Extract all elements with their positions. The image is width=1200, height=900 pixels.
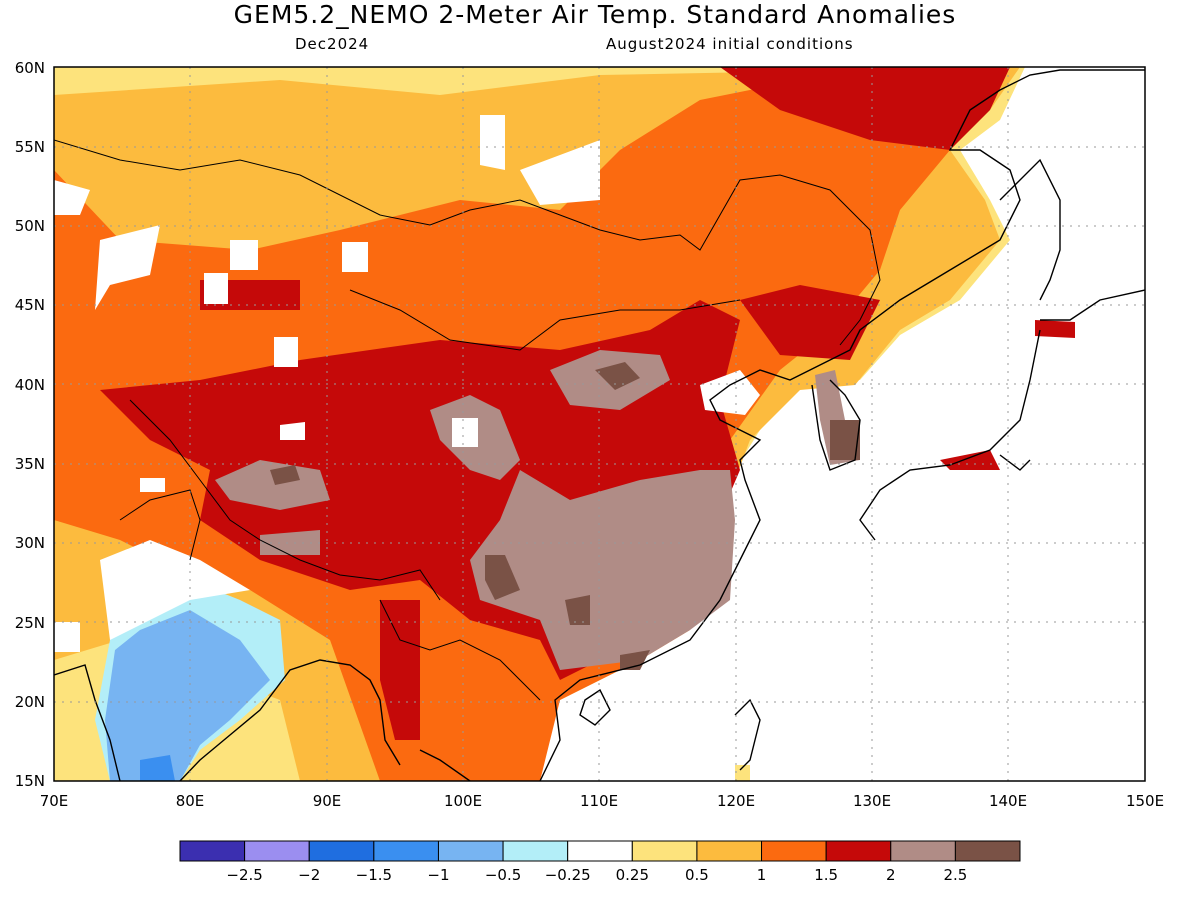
colorbar-swatch [502, 840, 569, 862]
colorbar-swatch [631, 840, 698, 862]
lat-label: 35N [15, 455, 45, 473]
colorbar-swatch [954, 840, 1021, 862]
lon-label: 90E [313, 792, 342, 810]
colorbar-tick-label: 2 [886, 866, 896, 884]
lat-label: 50N [15, 217, 45, 235]
initial-conditions-label: August2024 initial conditions [606, 35, 854, 53]
graticule [54, 67, 1145, 781]
colorbar-tick-label: −0.25 [545, 866, 591, 884]
lon-label: 150E [1126, 792, 1164, 810]
lat-label: 15N [15, 772, 45, 790]
lat-label: 55N [15, 138, 45, 156]
colorbar-tick-label: −0.5 [485, 866, 521, 884]
lat-label: 60N [15, 59, 45, 77]
lat-label: 40N [15, 376, 45, 394]
forecast-month: Dec2024 [295, 35, 370, 53]
country-borders [54, 139, 881, 701]
lat-label: 30N [15, 534, 45, 552]
lat-label: 20N [15, 693, 45, 711]
colorbar-tick-label: 1.5 [814, 866, 838, 884]
lat-label: 45N [15, 296, 45, 314]
colorbar-tick-label: −1 [427, 866, 449, 884]
colorbar-swatch [825, 840, 892, 862]
colorbar-tick-label: 0.25 [616, 866, 649, 884]
lon-label: 70E [40, 792, 69, 810]
lon-label: 80E [176, 792, 205, 810]
lon-label: 130E [853, 792, 891, 810]
lon-label: 140E [989, 792, 1027, 810]
latitude-labels: 60N 55N 50N 45N 40N 35N 30N 25N 20N 15N [15, 59, 45, 790]
colorbar-tick-label: −1.5 [356, 866, 392, 884]
colorbar-swatch [567, 840, 633, 862]
lat-label: 25N [15, 614, 45, 632]
colorbar-swatch [696, 840, 763, 862]
colorbar-swatch [761, 840, 827, 862]
colorbar-swatch [244, 840, 310, 862]
map-title: GEM5.2_NEMO 2-Meter Air Temp. Standard A… [233, 0, 957, 29]
colorbar-swatch [179, 840, 246, 862]
colorbar-labels: −2.5 −2 −1.5 −1 −0.5 −0.25 0.25 0.5 1 1.5 2 2.5 [226, 866, 967, 884]
colorbar-tick-label: 0.5 [685, 866, 709, 884]
colorbar-tick-label: −2 [298, 866, 320, 884]
colorbar-swatch [890, 840, 956, 862]
colorbar-swatch [437, 840, 504, 862]
anomaly-field [54, 67, 1145, 781]
colorbar-swatch [308, 840, 375, 862]
lon-label: 120E [717, 792, 755, 810]
colorbar-tick-label: −2.5 [226, 866, 262, 884]
lon-label: 100E [444, 792, 482, 810]
longitude-labels: 70E 80E 90E 100E 110E 120E 130E 140E 150… [40, 792, 1164, 810]
plot-frame [53, 66, 1146, 782]
coastlines [54, 69, 1145, 781]
colorbar-swatch [373, 840, 439, 862]
lon-label: 110E [580, 792, 618, 810]
colorbar-tick-label: 1 [757, 866, 767, 884]
colorbar [179, 840, 1021, 862]
colorbar-tick-label: 2.5 [943, 866, 967, 884]
